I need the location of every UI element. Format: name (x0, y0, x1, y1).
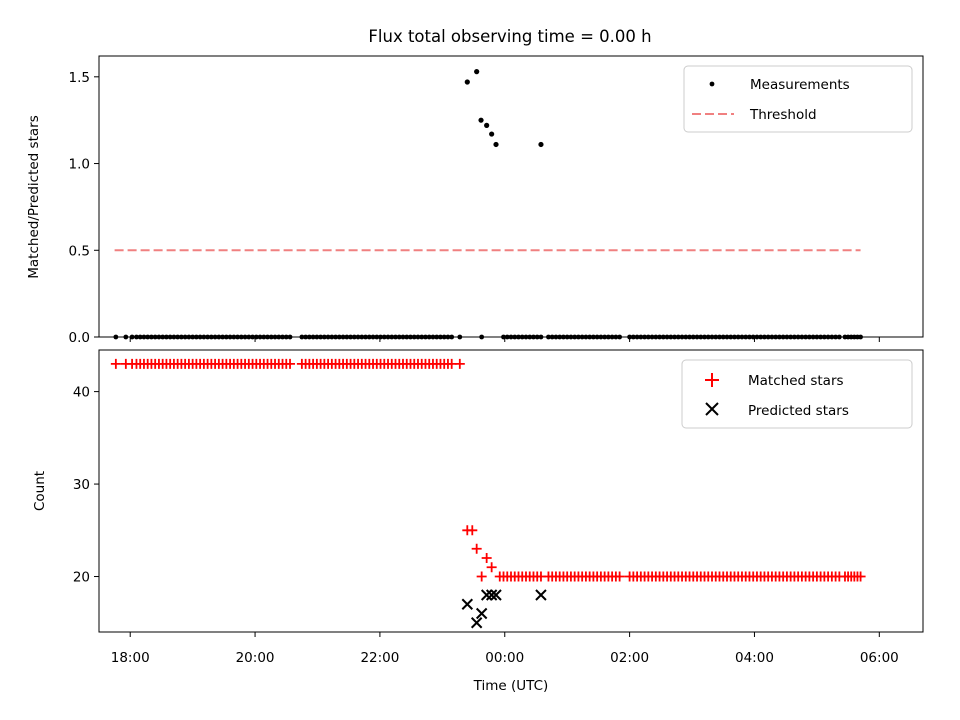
legend-threshold-label: Threshold (749, 107, 817, 123)
matched-star-point (614, 571, 625, 582)
measurement-point (538, 141, 544, 148)
ratio-ytick-label: 0.5 (69, 243, 90, 259)
count-legend: Matched stars Predicted stars (681, 359, 913, 429)
matched-star-point (110, 358, 121, 369)
ratio-ytick-label: 0.0 (69, 330, 90, 346)
matched-star-point (467, 525, 478, 536)
predicted-star-point (461, 598, 474, 610)
legend-measurements-label: Measurements (750, 77, 850, 93)
count-xtick-label: 20:00 (236, 650, 275, 666)
measurement-point (474, 69, 480, 75)
matched-star-point (471, 543, 482, 554)
x-axis-label: Time (UTC) (473, 678, 549, 694)
matched-star-point (855, 571, 866, 582)
count-legend-box (681, 359, 913, 429)
count-xtick-label: 18:00 (111, 650, 150, 666)
legend-measurement-marker (709, 81, 715, 87)
count-ytick-label: 30 (73, 477, 90, 493)
matched-star-point (486, 562, 497, 573)
matched-star-point (454, 358, 465, 369)
legend-predicted-label: Predicted stars (748, 403, 849, 419)
count-xtick-label: 00:00 (485, 650, 524, 666)
measurement-point (493, 141, 499, 148)
ratio-ytick-label: 1.0 (69, 157, 90, 173)
count-xtick-label: 22:00 (360, 650, 399, 666)
legend-matched-marker (705, 373, 719, 387)
count-xtick-label: 04:00 (735, 650, 774, 666)
predicted-star-point (480, 589, 493, 601)
legend-matched-label: Matched stars (748, 373, 844, 389)
legend-predicted-marker (705, 402, 719, 416)
count-ylabel: Count (32, 471, 48, 511)
predicted-star-point (475, 607, 488, 620)
ratio-panel-frame (98, 55, 924, 338)
chart-title: Flux total observing time = 0.00 h (368, 27, 651, 46)
predicted-star-point (470, 617, 483, 629)
matched-star-point (476, 571, 487, 582)
count-xtick-label: 02:00 (610, 650, 649, 666)
predicted-star-point (490, 589, 502, 601)
count-ytick-label: 20 (73, 570, 90, 586)
measurement-point (489, 131, 495, 137)
measurement-point (478, 117, 484, 123)
count-ytick-label: 40 (73, 385, 90, 401)
count-panel-frame (98, 349, 924, 633)
ratio-legend: Measurements Threshold (683, 65, 913, 133)
measurement-point (484, 122, 490, 128)
matched-star-point (285, 358, 296, 369)
ratio-ylabel: Matched/Predicted stars (26, 115, 42, 278)
matched-star-point (481, 553, 492, 564)
measurement-point (464, 79, 470, 85)
count-panel: 20 30 40 18:00 20:00 22:00 00:00 02:00 04:00 06:… (32, 349, 924, 694)
ratio-panel: 0.0 0.5 1.0 1.5 Matched/Predicted stars Mea… (26, 55, 924, 346)
ratio-ytick-label: 1.5 (69, 70, 90, 86)
ratio-legend-box (683, 65, 913, 133)
count-xtick-label: 06:00 (860, 650, 899, 666)
predicted-star-point (485, 589, 498, 601)
predicted-star-point (535, 589, 547, 601)
